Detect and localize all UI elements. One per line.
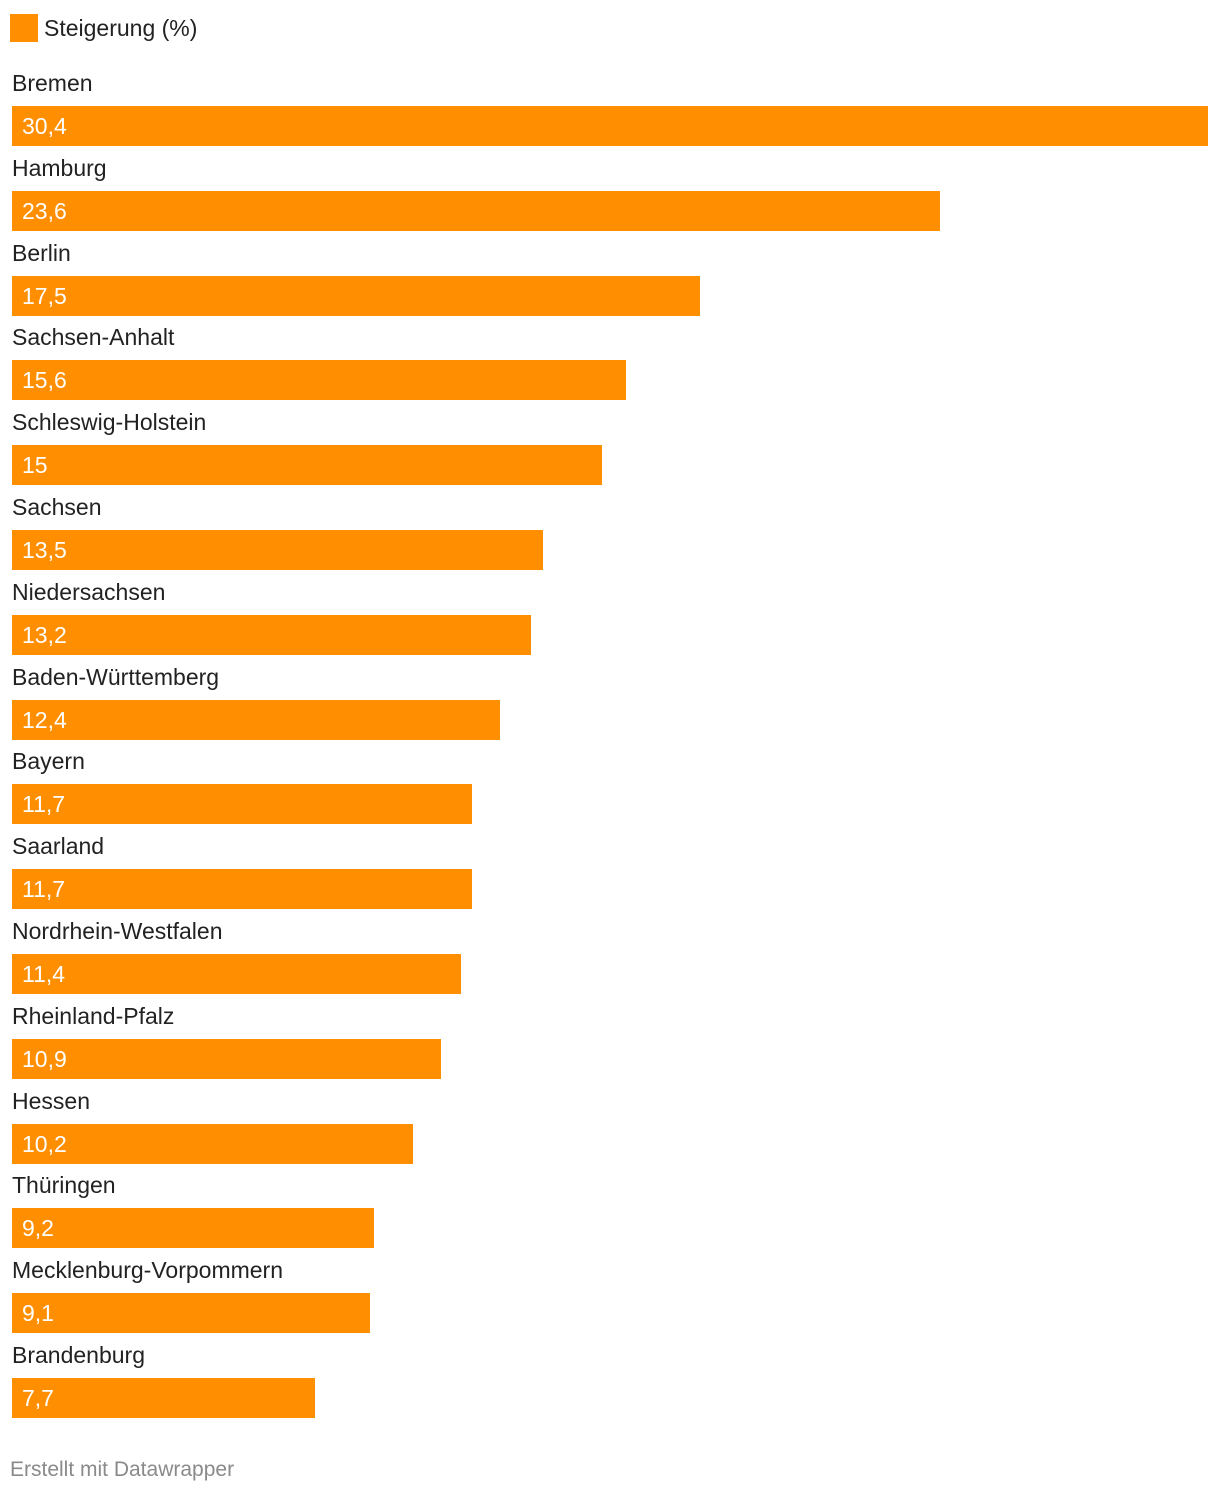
- bar-value-label: 23,6: [22, 198, 67, 224]
- bar: 11,7: [12, 784, 472, 824]
- legend-swatch: [10, 14, 38, 42]
- bar-value-label: 13,5: [22, 537, 67, 563]
- category-label: Hamburg: [12, 155, 107, 181]
- bar-value-label: 9,1: [22, 1300, 54, 1326]
- bar-value-label: 11,7: [22, 791, 66, 817]
- category-label: Schleswig-Holstein: [12, 409, 207, 435]
- category-label: Rheinland-Pfalz: [12, 1003, 175, 1029]
- bar: 15,6: [12, 360, 626, 400]
- bar: 17,5: [12, 276, 700, 316]
- bar: 13,5: [12, 530, 543, 570]
- category-label: Baden-Württemberg: [12, 664, 220, 690]
- chart-legend: Steigerung (%): [10, 14, 197, 42]
- category-label: Bremen: [12, 70, 93, 96]
- category-label: Nordrhein-Westfalen: [12, 918, 223, 944]
- category-label: Hessen: [12, 1088, 90, 1114]
- category-label: Sachsen-Anhalt: [12, 324, 175, 350]
- bar-value-label: 11,7: [22, 876, 66, 902]
- bar: 9,2: [12, 1208, 374, 1248]
- category-label: Berlin: [12, 240, 71, 266]
- bar: 10,2: [12, 1124, 413, 1164]
- bar-value-label: 12,4: [22, 707, 67, 733]
- footer-credit: Erstellt mit Datawrapper: [10, 1458, 235, 1481]
- category-label: Saarland: [12, 833, 105, 859]
- bar: 7,7: [12, 1378, 315, 1418]
- category-label: Sachsen: [12, 494, 102, 520]
- bar: 10,9: [12, 1039, 441, 1079]
- bar: 15: [12, 445, 602, 485]
- bar-value-label: 30,4: [22, 113, 67, 139]
- legend-label: Steigerung (%): [44, 14, 198, 41]
- bar-value-label: 15: [22, 452, 48, 478]
- bar: 11,4: [12, 954, 461, 994]
- bar: 11,7: [12, 869, 472, 909]
- category-label: Thüringen: [12, 1172, 116, 1198]
- bar-value-label: 7,7: [22, 1385, 54, 1411]
- bar: 30,4: [12, 106, 1208, 146]
- bar-value-label: 9,2: [22, 1215, 54, 1241]
- bar-value-label: 15,6: [22, 367, 67, 393]
- category-label: Niedersachsen: [12, 579, 166, 605]
- bar-value-label: 10,9: [22, 1046, 67, 1072]
- category-label: Brandenburg: [12, 1342, 145, 1368]
- bar: 13,2: [12, 615, 531, 655]
- bar-value-label: 11,4: [22, 961, 66, 987]
- bar-value-label: 10,2: [22, 1131, 67, 1157]
- bar-value-label: 17,5: [22, 283, 67, 309]
- category-label: Bayern: [12, 748, 85, 774]
- bar: 9,1: [12, 1293, 370, 1333]
- category-label: Mecklenburg-Vorpommern: [12, 1257, 284, 1283]
- bar: 12,4: [12, 700, 500, 740]
- bar: 23,6: [12, 191, 940, 231]
- bar-value-label: 13,2: [22, 622, 67, 648]
